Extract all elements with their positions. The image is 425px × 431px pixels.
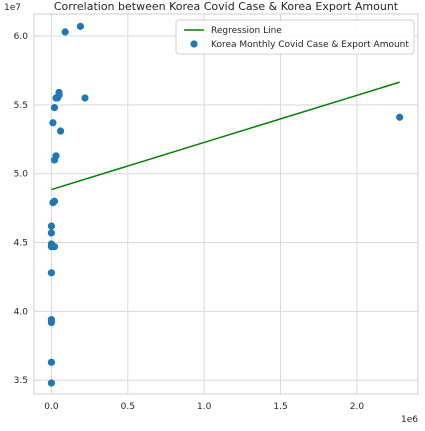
scatter-point — [47, 316, 56, 324]
y-tick-label: 5.5 — [14, 101, 28, 111]
series-layer — [47, 22, 404, 387]
regression-line — [51, 81, 400, 191]
scatter-point — [47, 269, 56, 277]
scatter-point — [47, 358, 56, 366]
scatter-point — [396, 113, 404, 121]
scatter-point — [47, 229, 56, 237]
plot-area — [33, 13, 419, 395]
scatter-point — [56, 127, 65, 135]
legend: Regression Line Korea Monthly Covid Case… — [175, 19, 415, 55]
tick-labels: 0.0 0.5 1.0 1.5 2.0 3.5 4.0 4.5 5.0 5.5 6.0 — [14, 32, 365, 412]
scatter-point — [81, 94, 89, 102]
scatter-point — [49, 119, 57, 127]
scatter-point — [61, 28, 69, 36]
chart-title: Correlation between Korea Covid Case & K… — [54, 0, 399, 13]
scatter-point — [52, 152, 60, 160]
scatter-point — [50, 197, 59, 205]
y-axis-offset-label: 1e7 — [4, 3, 21, 13]
x-tick-label: 1.5 — [273, 402, 287, 412]
scatter-point — [50, 243, 59, 251]
legend-item-regression-line: Regression Line — [211, 26, 282, 36]
legend-item-scatter: Korea Monthly Covid Case & Export Amount — [211, 40, 409, 50]
y-tick-label: 6.0 — [14, 32, 29, 42]
legend-box — [175, 19, 415, 55]
y-tick-label: 3.5 — [14, 376, 28, 386]
x-tick-label: 2.0 — [350, 402, 365, 412]
y-tick-label: 5.0 — [14, 170, 29, 180]
legend-marker-swatch — [190, 40, 198, 48]
scatter-point — [47, 379, 56, 387]
x-tick-label: 0.0 — [44, 402, 59, 412]
x-axis-offset-label: 1e6 — [401, 415, 418, 425]
y-tick-label: 4.5 — [14, 239, 28, 249]
x-tick-label: 1.0 — [197, 402, 212, 412]
x-tick-label: 0.5 — [121, 402, 135, 412]
grid-lines — [34, 14, 418, 394]
y-tick-label: 4.0 — [14, 307, 29, 317]
scatter-point — [50, 104, 59, 112]
scatter-point — [47, 222, 56, 230]
scatter-point — [53, 94, 62, 102]
scatter-point — [55, 88, 63, 97]
scatter-point — [76, 22, 85, 30]
